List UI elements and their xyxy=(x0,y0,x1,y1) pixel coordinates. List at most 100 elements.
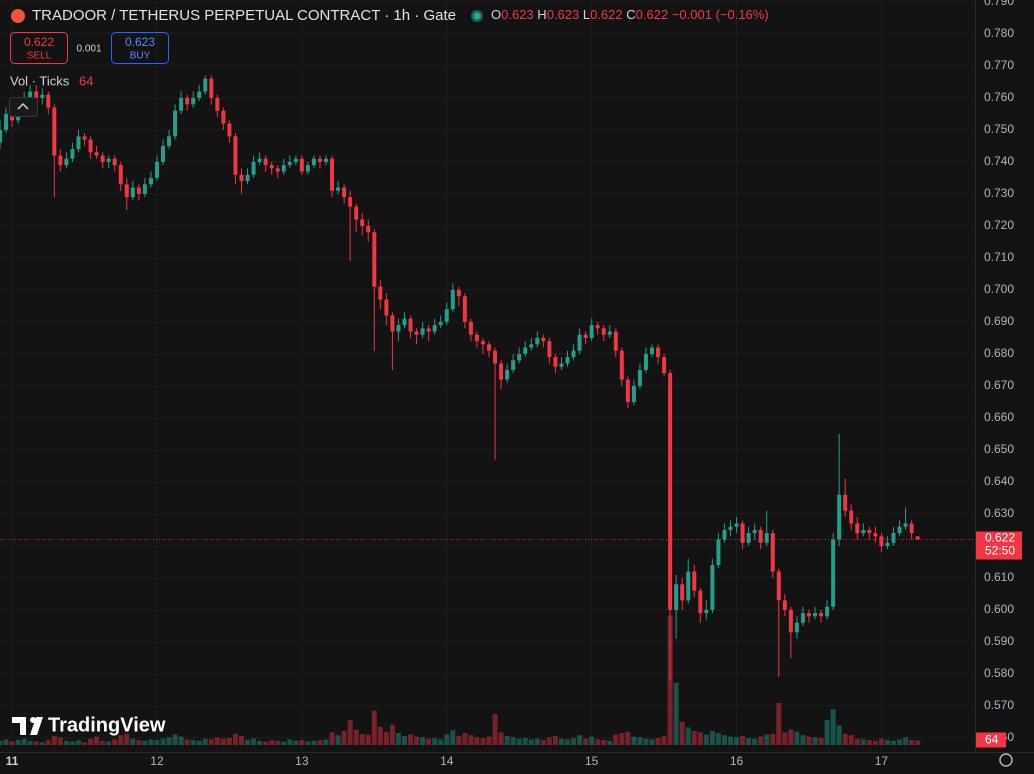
candle-body xyxy=(722,529,727,540)
collapse-button[interactable] xyxy=(9,97,38,117)
volume-bar xyxy=(884,740,890,745)
candle-body xyxy=(595,325,600,329)
candle-body xyxy=(897,526,902,534)
candle-body xyxy=(637,369,642,386)
collapse-icon[interactable] xyxy=(17,102,29,110)
price-pane xyxy=(0,75,920,681)
sell-button[interactable] xyxy=(10,32,68,64)
y-tick-label: 0.720 xyxy=(984,218,1014,232)
volume-bar xyxy=(0,740,3,745)
volume-bar xyxy=(329,732,335,745)
candle-body xyxy=(384,299,389,316)
candle-body xyxy=(849,510,854,524)
candle-body xyxy=(728,526,733,530)
candle-body xyxy=(867,529,872,534)
volume-bar xyxy=(383,731,389,745)
volume-bar xyxy=(649,739,655,745)
candle-body xyxy=(0,129,2,143)
volume-bar xyxy=(311,740,317,745)
volume-bar xyxy=(522,738,528,745)
candle-body xyxy=(794,622,799,633)
volume-bar xyxy=(776,703,782,745)
candle-body xyxy=(571,350,576,358)
candle-body xyxy=(215,97,220,111)
volume-bar xyxy=(395,733,401,745)
volume-bar xyxy=(245,740,251,745)
volume-bar xyxy=(106,741,112,745)
candle-body xyxy=(414,331,419,335)
volume-bar xyxy=(438,739,444,745)
buy-label[interactable]: BUY xyxy=(130,51,151,62)
candle-body xyxy=(903,523,908,527)
candle-body xyxy=(130,187,135,198)
volume-bar xyxy=(456,735,462,745)
volume-bar xyxy=(897,739,903,745)
volume-bar xyxy=(281,741,287,745)
volume-bar xyxy=(909,740,915,745)
candle-body xyxy=(800,613,805,623)
volume-bar xyxy=(607,740,613,745)
candle-body xyxy=(148,177,153,185)
candle-body xyxy=(112,158,117,166)
candle-body xyxy=(553,357,558,367)
candle-body xyxy=(450,289,455,310)
x-tick-label: 12 xyxy=(150,754,164,768)
volume-bar xyxy=(486,736,492,745)
buy-price[interactable]: 0.623 xyxy=(125,35,155,49)
candle-body xyxy=(885,542,890,546)
volume-bar xyxy=(208,739,214,745)
candle-body xyxy=(203,78,208,92)
candle-body xyxy=(631,385,636,402)
volume-bar xyxy=(770,733,776,745)
sell-price[interactable]: 0.622 xyxy=(24,35,54,49)
volume-bar xyxy=(462,733,468,745)
volume-bar xyxy=(546,737,552,745)
candle-body xyxy=(625,379,630,402)
volume-bar xyxy=(848,735,854,745)
volume-bar xyxy=(860,739,866,745)
y-tick-label: 0.670 xyxy=(984,378,1014,392)
settings-icon[interactable] xyxy=(999,753,1013,767)
candle-body xyxy=(263,158,268,166)
y-tick-label: 0.630 xyxy=(984,506,1014,520)
volume-bar xyxy=(39,742,45,745)
candle-body xyxy=(64,158,69,166)
volume-bar xyxy=(389,724,395,745)
candle-body xyxy=(154,161,159,178)
candle-body xyxy=(831,539,836,607)
candle-body xyxy=(142,184,147,194)
volume-bar xyxy=(691,731,697,745)
sell-label[interactable]: SELL xyxy=(27,51,52,62)
candle-body xyxy=(517,353,522,361)
volume-bar xyxy=(232,733,238,745)
legend-change: −0.001 (−0.16%) xyxy=(672,7,769,22)
legend-letter: O xyxy=(491,7,501,22)
candle-body xyxy=(257,158,262,162)
volume-bar xyxy=(782,732,788,745)
volume-bar xyxy=(426,738,432,745)
candle-body xyxy=(402,318,407,326)
candle-body xyxy=(185,97,190,105)
volume-bar xyxy=(287,739,293,745)
volume-bar xyxy=(788,729,794,745)
volume-bar xyxy=(57,737,63,745)
y-tick-label: 0.700 xyxy=(984,282,1014,296)
candle-body xyxy=(493,350,498,364)
volume-bar xyxy=(564,739,570,745)
buy-button[interactable] xyxy=(111,32,169,64)
candle-body xyxy=(704,609,709,614)
candle-body xyxy=(330,158,335,191)
volume-bar xyxy=(420,737,426,745)
volume-bar xyxy=(679,721,685,745)
candle-body xyxy=(698,590,703,614)
volume-bar xyxy=(824,719,830,745)
candle-body xyxy=(197,91,202,98)
volume-bar xyxy=(401,735,407,745)
candle-body xyxy=(76,136,81,150)
volume-bar xyxy=(830,709,836,745)
volume-bar xyxy=(903,737,909,745)
candle-body xyxy=(613,331,618,351)
y-tick-label: 0.570 xyxy=(984,698,1014,712)
